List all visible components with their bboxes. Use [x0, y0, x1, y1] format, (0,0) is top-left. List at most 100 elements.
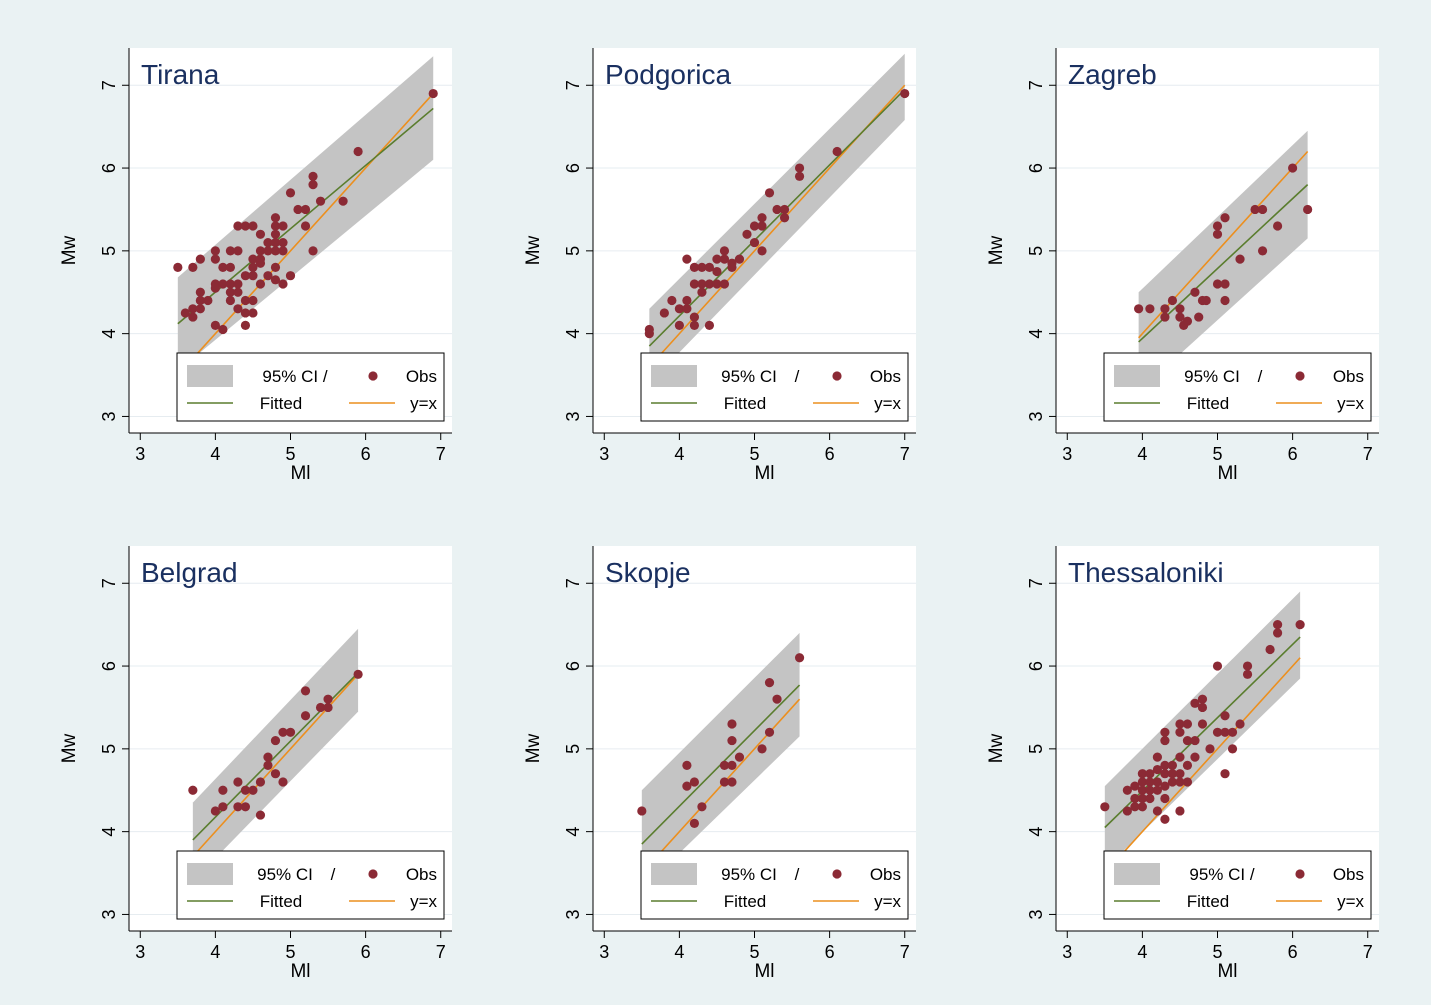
data-point: [1235, 254, 1245, 264]
data-point: [240, 320, 251, 330]
y-tick-label: 4: [99, 827, 119, 837]
data-point: [749, 237, 760, 248]
data-point: [1212, 221, 1223, 231]
data-point: [255, 777, 266, 787]
data-point: [779, 204, 790, 215]
panel-title: Tirana: [141, 59, 220, 90]
y-tick-label: 7: [563, 80, 583, 90]
legend-label: y=x: [1337, 394, 1364, 413]
data-point: [270, 221, 281, 231]
data-point: [1250, 204, 1260, 215]
data-point: [225, 279, 236, 289]
panel-title: Skopje: [605, 557, 691, 588]
x-tick-label: 6: [1288, 444, 1298, 464]
data-point: [353, 669, 363, 679]
x-tick-label: 4: [674, 444, 684, 464]
identity-line: [1104, 657, 1301, 874]
data-point: [248, 254, 258, 264]
data-point: [719, 760, 730, 771]
data-point: [308, 171, 318, 181]
data-point: [712, 254, 722, 264]
legend-label: Obs: [870, 367, 901, 386]
data-point: [315, 702, 326, 713]
data-point: [1152, 777, 1163, 787]
data-point: [278, 221, 288, 231]
data-point: [225, 287, 236, 297]
data-point: [188, 262, 198, 273]
x-axis-title: Ml: [754, 463, 774, 484]
legend-label: Obs: [406, 865, 437, 884]
data-point: [1220, 711, 1230, 721]
data-point: [704, 279, 715, 289]
legend-label: Fitted: [1187, 892, 1230, 911]
data-point: [188, 785, 198, 795]
data-point: [697, 262, 707, 273]
data-point: [210, 283, 220, 293]
x-tick-label: 6: [825, 444, 835, 464]
panel-title: Belgrad: [141, 557, 238, 588]
plot-marks: [188, 628, 363, 882]
legend-label: /: [331, 865, 336, 884]
data-point: [270, 213, 281, 223]
data-point: [764, 678, 775, 688]
legend-ci-swatch: [187, 365, 233, 387]
data-point: [255, 229, 266, 239]
x-tick-label: 4: [1137, 444, 1147, 464]
data-point: [689, 312, 700, 322]
y-tick-label: 3: [563, 411, 583, 421]
legend-label: y=x: [874, 892, 901, 911]
legend-ci-swatch: [187, 863, 233, 885]
data-point: [1145, 304, 1155, 314]
data-point: [1145, 793, 1155, 804]
panel-podgorica: 3 4 5 6 7 3 4 5 6 7 Ml Mw Podgorica 95% CI / Obs Fitted y…: [523, 48, 916, 484]
plot-marks: [1100, 591, 1305, 874]
data-point: [203, 295, 213, 306]
x-axis-title: Ml: [1217, 463, 1237, 484]
plot-marks: [173, 56, 438, 376]
legend-ci-swatch: [651, 863, 697, 885]
data-point: [195, 295, 205, 306]
data-point: [233, 304, 243, 314]
data-point: [1145, 769, 1155, 779]
data-point: [1160, 814, 1170, 824]
data-point: [315, 196, 326, 206]
x-tick-label: 6: [825, 942, 835, 962]
x-tick-label: 7: [900, 942, 910, 962]
data-point: [225, 246, 236, 256]
data-point: [300, 686, 311, 696]
data-point: [1190, 698, 1200, 708]
legend-label: Fitted: [260, 394, 303, 413]
data-point: [1257, 246, 1268, 256]
data-point: [323, 694, 333, 704]
panel-title: Thessaloniki: [1068, 557, 1224, 588]
legend-label: Obs: [1333, 865, 1364, 884]
y-tick-label: 4: [563, 329, 583, 339]
data-point: [1212, 661, 1223, 671]
data-point: [1122, 785, 1132, 795]
y-tick-label: 3: [99, 909, 119, 919]
data-point: [1182, 777, 1193, 787]
data-point: [173, 262, 183, 273]
data-point: [689, 320, 700, 330]
y-tick-label: 4: [99, 329, 119, 339]
data-point: [210, 320, 220, 330]
panel-tirana: 3 4 5 6 7 3 4 5 6 7 Ml Mw Tirana 95% CI / Obs Fitted y=x: [59, 48, 452, 484]
data-point: [1182, 760, 1193, 771]
data-point: [233, 246, 243, 256]
data-point: [1167, 777, 1178, 787]
data-point: [1190, 287, 1200, 297]
data-point: [233, 802, 243, 812]
identity-line: [641, 698, 801, 874]
data-point: [1137, 777, 1147, 787]
y-tick-label: 3: [1026, 909, 1046, 919]
data-point: [218, 324, 228, 335]
data-point: [210, 246, 220, 256]
data-point: [1190, 752, 1200, 762]
x-tick-label: 6: [1288, 942, 1298, 962]
panel-title: Zagreb: [1068, 59, 1157, 90]
data-point: [1201, 295, 1211, 306]
data-point: [1175, 312, 1185, 322]
data-point: [1160, 727, 1170, 737]
legend: 95% CI / Obs Fitted y=x: [176, 352, 445, 422]
y-axis-title: Mw: [59, 235, 80, 265]
